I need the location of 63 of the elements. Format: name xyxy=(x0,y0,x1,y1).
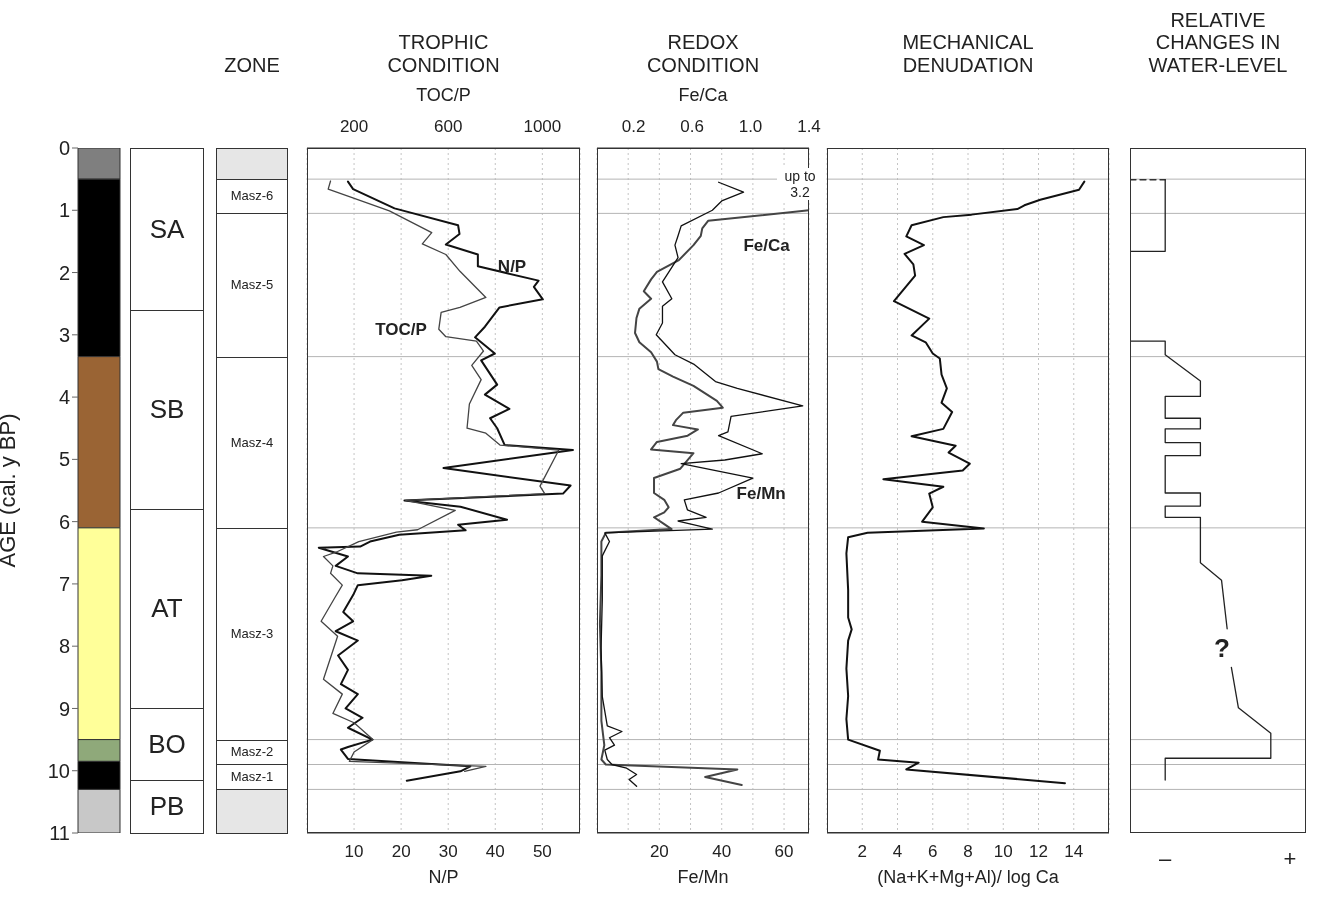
series-label: TOC/P xyxy=(375,320,427,340)
x-tick-label: 6 xyxy=(928,842,938,862)
chart-title: RELATIVE CHANGES IN WATER-LEVEL xyxy=(1147,7,1289,76)
y-tick-label: 8 xyxy=(58,635,70,658)
x2-tick-label: 1.4 xyxy=(797,117,821,136)
y-tick-label: 7 xyxy=(58,573,70,596)
x-axis-title: N/P xyxy=(428,867,459,887)
y-tick-label: 1 xyxy=(58,199,70,222)
category-label: Masz-5 xyxy=(229,277,275,293)
category-label: Masz-4 xyxy=(229,434,275,451)
y-tick-label: 4 xyxy=(58,386,70,409)
x2-tick-label: 1.0 xyxy=(738,117,763,136)
x-tick-label: 20 xyxy=(649,842,669,862)
text: ZONE xyxy=(223,52,281,76)
x-tick-label: 10 xyxy=(993,842,1013,862)
chart-title: TROPHIC CONDITION xyxy=(386,30,501,76)
x-tick-label: 14 xyxy=(1064,842,1084,862)
x-tick-label: 12 xyxy=(1029,842,1048,862)
x-tick-label: 8 xyxy=(963,842,973,862)
x-tick-label: 30 xyxy=(438,842,458,862)
x-tick-label: 40 xyxy=(485,842,505,862)
category-label: SA xyxy=(148,213,186,245)
y-tick-label: 9 xyxy=(58,697,70,720)
text: – xyxy=(1150,846,1180,872)
y-tick-label: 2 xyxy=(58,261,70,284)
x-tick-label: 4 xyxy=(892,842,903,862)
category-label: Masz-6 xyxy=(229,188,275,204)
category-label: Masz-3 xyxy=(229,626,275,642)
series-label: N/P xyxy=(497,257,527,277)
x2-axis-title: TOC/P xyxy=(416,84,471,105)
text: + xyxy=(1275,846,1305,872)
x2-tick-label: 0.2 xyxy=(621,117,646,136)
y-tick-label: 5 xyxy=(58,448,70,471)
category-label: Masz-2 xyxy=(229,744,275,760)
x2-tick-label: 0.6 xyxy=(680,117,704,136)
chart-title: REDOX CONDITION xyxy=(645,30,761,76)
category-label: PB xyxy=(148,790,186,823)
chart-title: MECHANICAL DENUDATION xyxy=(901,30,1035,76)
x2-tick-label: 600 xyxy=(434,117,463,136)
x-tick-label: 60 xyxy=(774,842,794,862)
category-label: Masz-1 xyxy=(229,768,275,785)
category-label: AT xyxy=(150,592,184,625)
x-tick-label: 40 xyxy=(712,842,732,862)
y-tick-label: 11 xyxy=(49,822,70,845)
series-label: Fe/Mn xyxy=(736,484,786,504)
y-tick-label: 3 xyxy=(58,323,70,346)
x2-tick-label: 200 xyxy=(339,117,369,136)
series-label: Fe/Ca xyxy=(743,236,791,256)
x-tick-label: 50 xyxy=(532,842,552,862)
x-tick-label: 10 xyxy=(344,842,364,862)
annotation: ? xyxy=(1213,633,1231,664)
y-tick-label: 0 xyxy=(58,137,70,160)
x2-tick-label: 1000 xyxy=(523,117,562,136)
y-tick-label: 10 xyxy=(47,759,70,782)
y-tick-label: 6 xyxy=(58,510,70,533)
category-label: BO xyxy=(147,728,187,760)
x-tick-label: 2 xyxy=(857,842,867,862)
x-axis-title: Fe/Mn xyxy=(677,867,729,887)
x-tick-label: 20 xyxy=(391,842,411,862)
x-axis-title: (Na+K+Mg+Al)/ log Ca xyxy=(877,867,1060,887)
x2-axis-title: Fe/Ca xyxy=(678,84,729,105)
category-label: SB xyxy=(148,393,186,426)
annotation: up to 3.2 xyxy=(777,168,823,201)
